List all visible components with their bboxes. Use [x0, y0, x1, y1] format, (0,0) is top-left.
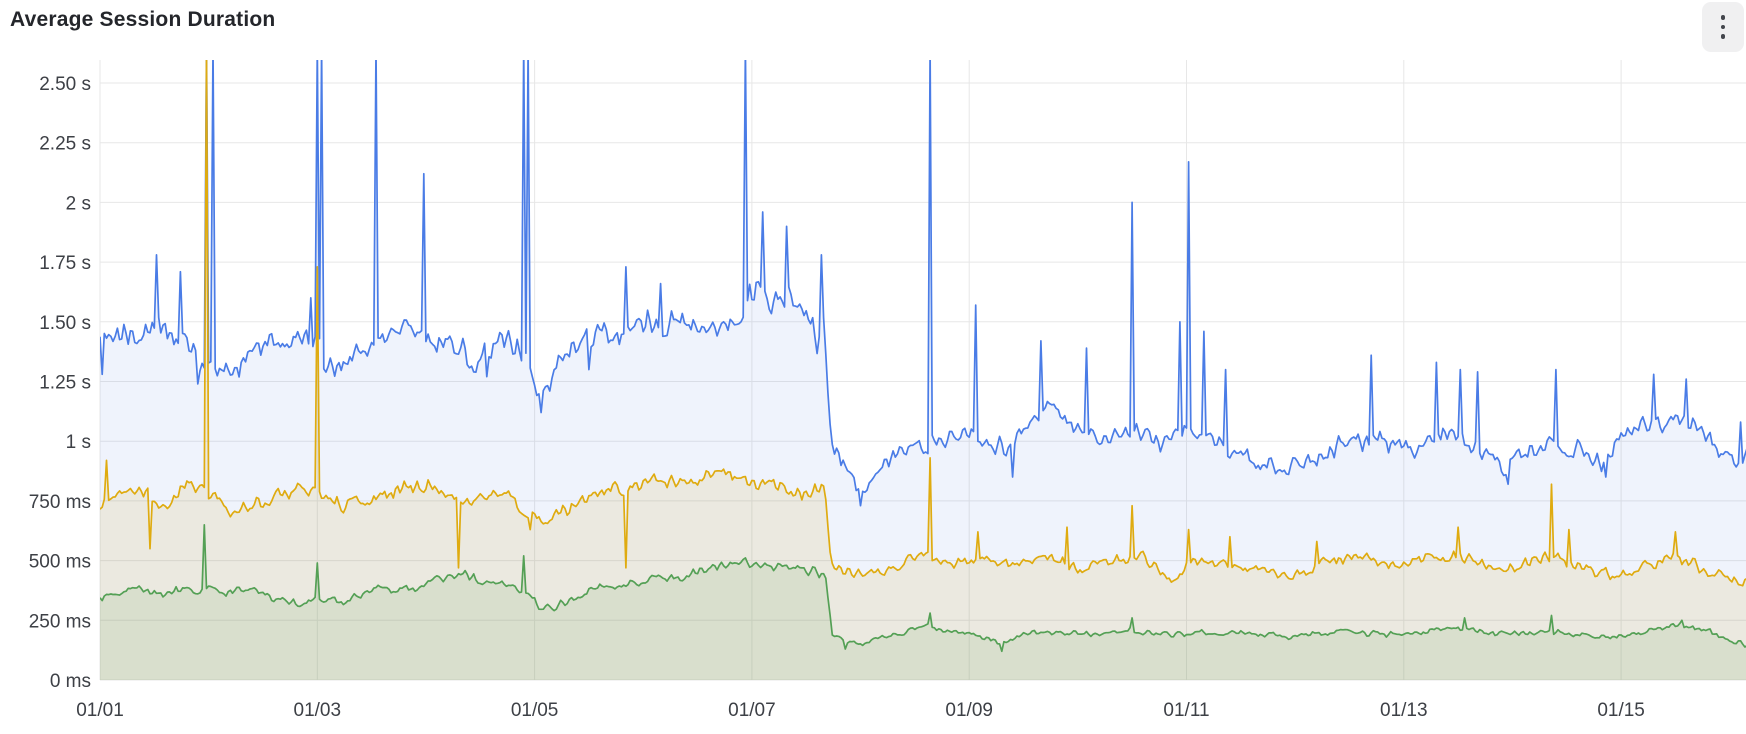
green-series-area	[100, 524, 1746, 680]
grid-layer	[99, 60, 1746, 681]
yellow-series-area	[100, 60, 1746, 680]
y-tick-label: 250 ms	[29, 611, 91, 632]
y-tick-label: 1.25 s	[39, 373, 91, 394]
series-line-layer	[100, 60, 1746, 653]
y-tick-label: 2.25 s	[39, 134, 91, 155]
x-tick-label: 01/09	[945, 700, 993, 721]
y-tick-label: 2 s	[66, 193, 91, 214]
kebab-menu-icon	[1720, 15, 1726, 39]
y-tick-label: 0 ms	[50, 671, 91, 692]
y-tick-label: 1.75 s	[39, 253, 91, 274]
x-tick-label: 01/15	[1597, 700, 1645, 721]
x-tick-label: 01/07	[728, 700, 776, 721]
yellow-series-line	[100, 60, 1746, 587]
series-fill-layer	[100, 60, 1746, 680]
blue-series-area	[100, 60, 1746, 680]
axis-label-layer: 0 ms 250 ms 500 ms 750 ms 1 s 1.25 s 1.50 s 1.7…	[29, 74, 1645, 721]
x-tick-label: 01/13	[1380, 700, 1428, 721]
y-tick-label: 1 s	[66, 432, 91, 453]
y-tick-label: 750 ms	[29, 492, 91, 513]
x-tick-label: 01/01	[76, 700, 124, 721]
y-tick-label: 500 ms	[29, 552, 91, 573]
blue-series-line	[100, 60, 1746, 507]
x-tick-label: 01/03	[294, 700, 342, 721]
green-series-line	[100, 523, 1746, 653]
panel-title: Average Session Duration	[10, 8, 276, 31]
panel-menu-button[interactable]	[1702, 2, 1744, 52]
y-tick-label: 2.50 s	[39, 74, 91, 95]
panel-header: Average Session Duration	[0, 0, 1746, 52]
y-tick-label: 1.50 s	[39, 313, 91, 334]
x-tick-label: 01/11	[1163, 700, 1209, 721]
x-tick-label: 01/05	[511, 700, 559, 721]
